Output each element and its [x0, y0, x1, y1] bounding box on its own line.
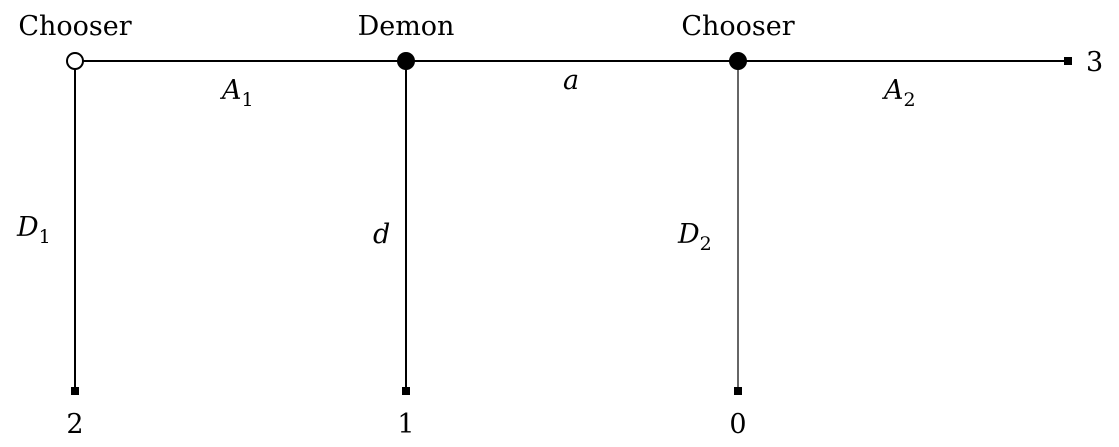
edge-label-A2: A2 — [881, 75, 916, 111]
edge-label-a: a — [563, 65, 579, 96]
edge-label-d: d — [373, 219, 390, 250]
terminal-D1 — [71, 387, 79, 395]
chooser-left-node — [66, 52, 84, 70]
edge-label-D2: D2 — [677, 219, 712, 255]
chooser-right-node — [729, 52, 747, 70]
payoff-A2: 3 — [1086, 47, 1103, 78]
terminal-d — [402, 387, 410, 395]
edge-label-A1: A1 — [219, 75, 254, 111]
chooser-right-label: Chooser — [681, 11, 794, 42]
terminal-D2 — [734, 387, 742, 395]
payoff-d: 1 — [397, 409, 414, 440]
chooser-left-label: Chooser — [18, 11, 131, 42]
demon-node — [397, 52, 415, 70]
payoff-D1: 2 — [66, 409, 83, 440]
edge-label-D1: D1 — [16, 212, 51, 248]
terminal-A2 — [1064, 57, 1072, 65]
payoff-D2: 0 — [729, 409, 746, 440]
demon-label: Demon — [358, 11, 455, 42]
